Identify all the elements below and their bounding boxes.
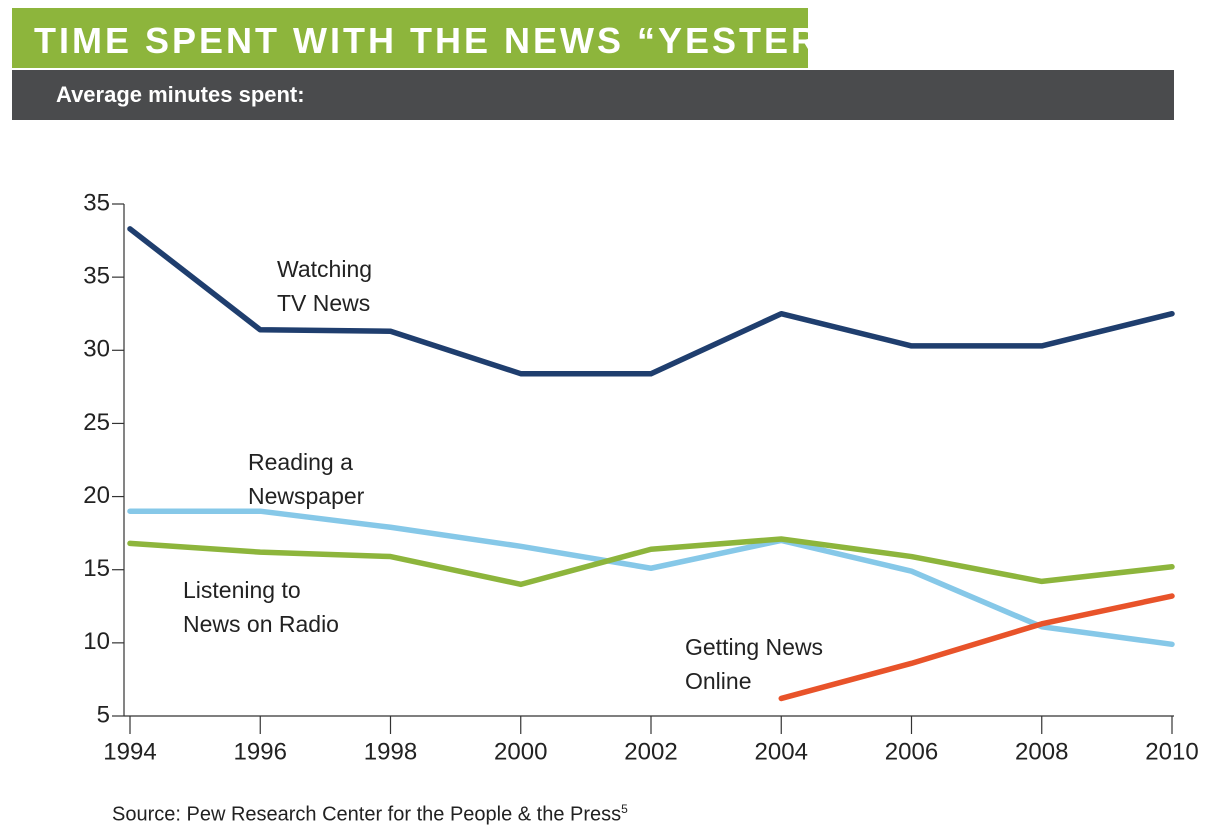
source: Source: Pew Research Center for the Peop…	[112, 802, 628, 827]
y-tick-label: 30	[83, 336, 110, 363]
y-tick-label: 10	[83, 628, 110, 655]
source-note: 5	[621, 802, 628, 816]
x-tick-label: 2008	[1015, 738, 1068, 765]
source-text: Source: Pew Research Center for the Peop…	[112, 803, 622, 826]
y-tick-label: 15	[83, 555, 110, 582]
series-label: Watching TV News	[277, 256, 373, 316]
series-label: Reading a Newspaper	[248, 449, 365, 509]
x-tick-label: 2010	[1145, 738, 1198, 765]
series-line	[127, 226, 1175, 377]
x-tick-label: 1998	[364, 738, 417, 765]
y-tick-label: 5	[97, 701, 110, 728]
x-tick-label: 2004	[755, 738, 808, 765]
chart-subtitle: Average minutes spent:	[56, 82, 305, 107]
x-tick-label: 1996	[234, 738, 287, 765]
series-label: Listening to News on Radio	[183, 577, 339, 637]
chart-title: TIME SPENT WITH THE NEWS “YESTERDAY”	[34, 20, 923, 61]
x-tick-label: 1994	[103, 738, 156, 765]
y-tick-label: 35	[83, 262, 110, 289]
x-tick-label: 2002	[624, 738, 677, 765]
x-tick-label: 2006	[885, 738, 938, 765]
series-label: Getting News Online	[685, 634, 824, 694]
x-tick-label: 2000	[494, 738, 547, 765]
subtitle-bar: Average minutes spent:	[12, 70, 1174, 120]
title-bar: TIME SPENT WITH THE NEWS “YESTERDAY”	[12, 8, 920, 68]
series-line	[127, 536, 1175, 588]
series-line	[127, 508, 1175, 648]
y-tick-label: 35	[83, 189, 110, 216]
y-tick-label: 25	[83, 409, 110, 436]
y-tick-label: 20	[83, 482, 110, 509]
series-line	[778, 593, 1175, 702]
